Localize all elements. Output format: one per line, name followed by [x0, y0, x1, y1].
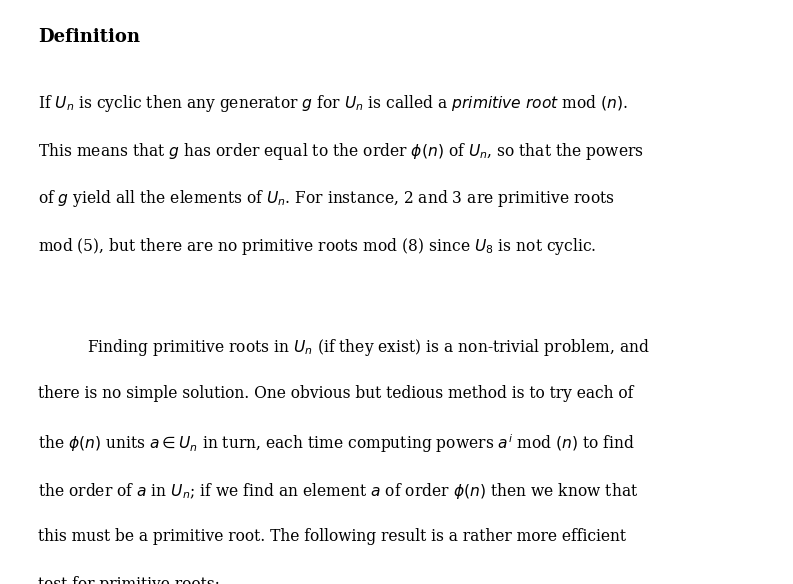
Text: This means that $g$ has order equal to the order $\phi(n)$ of $U_n$, so that the: This means that $g$ has order equal to t…	[38, 141, 644, 162]
Text: this must be a primitive root. The following result is a rather more efficient: this must be a primitive root. The follo…	[38, 529, 626, 545]
Text: Finding primitive roots in $U_n$ (if they exist) is a non-trivial problem, and: Finding primitive roots in $U_n$ (if the…	[87, 337, 650, 358]
Text: Definition: Definition	[38, 28, 140, 46]
Text: the $\phi(n)$ units $a \in U_n$ in turn, each time computing powers $a^i$ mod $(: the $\phi(n)$ units $a \in U_n$ in turn,…	[38, 433, 635, 456]
Text: the order of $a$ in $U_n$; if we find an element $a$ of order $\phi(n)$ then we : the order of $a$ in $U_n$; if we find an…	[38, 481, 638, 500]
Text: If $U_n$ is cyclic then any generator $g$ for $U_n$ is called a $\mathit{primiti: If $U_n$ is cyclic then any generator $g…	[38, 93, 628, 114]
Text: test for primitive roots:: test for primitive roots:	[38, 576, 220, 584]
Text: of $g$ yield all the elements of $U_n$. For instance, 2 and 3 are primitive root: of $g$ yield all the elements of $U_n$. …	[38, 189, 615, 210]
Text: mod (5), but there are no primitive roots mod (8) since $U_8$ is not cyclic.: mod (5), but there are no primitive root…	[38, 237, 596, 258]
Text: there is no simple solution. One obvious but tedious method is to try each of: there is no simple solution. One obvious…	[38, 385, 634, 402]
